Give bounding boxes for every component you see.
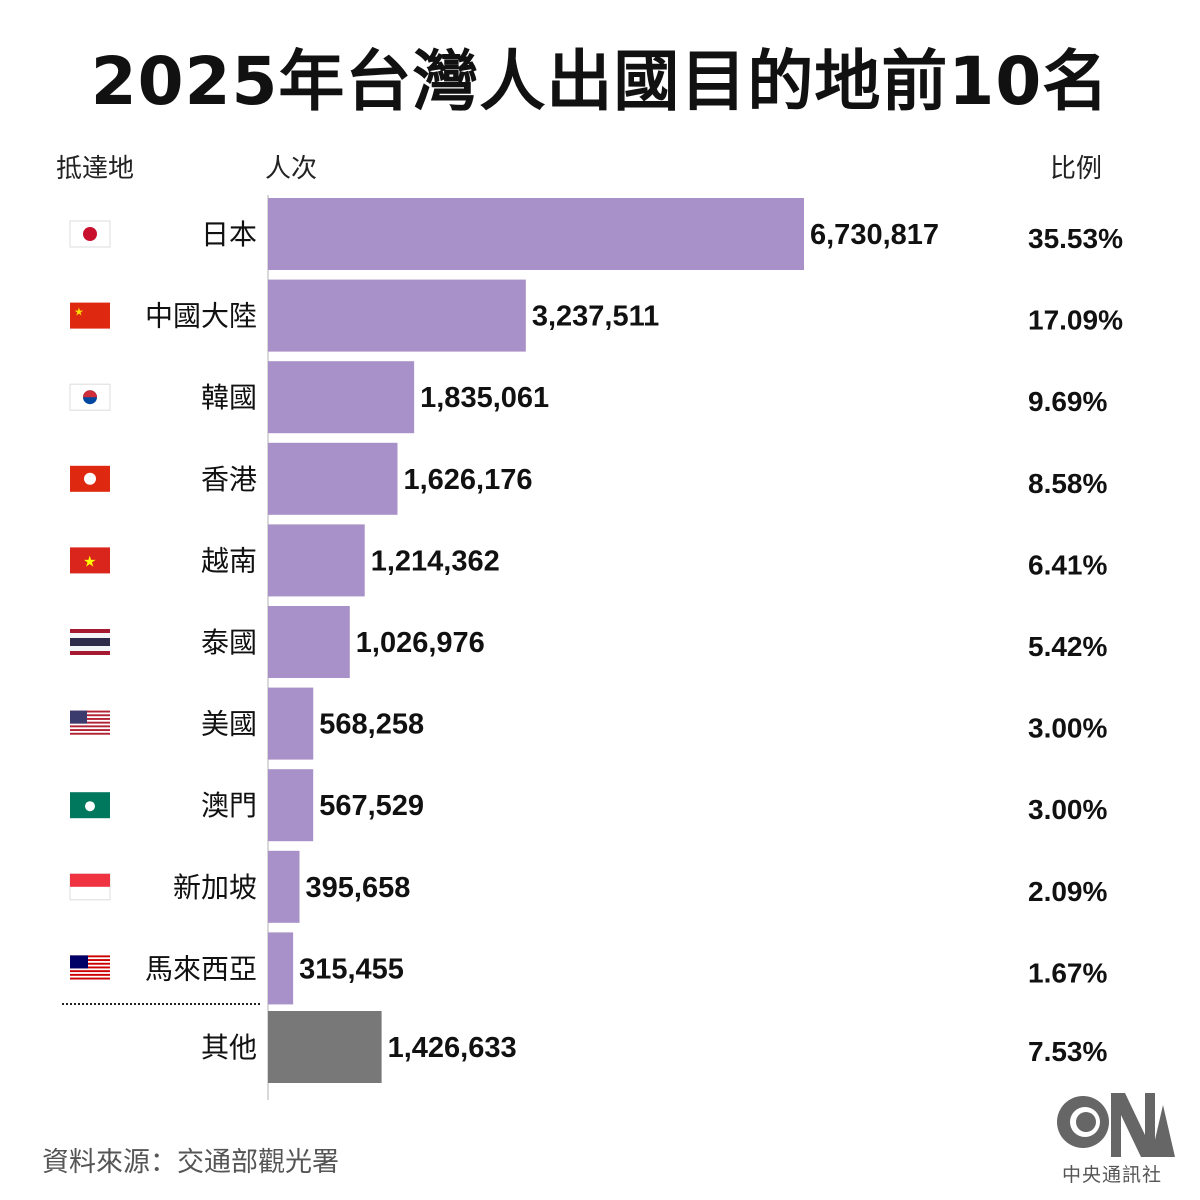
hong-kong-flag-icon: [70, 465, 110, 492]
cna-logo: [1057, 1093, 1175, 1157]
category-label: 其他: [201, 1031, 257, 1064]
value-label: 6,730,817: [810, 219, 939, 251]
chart-title: 2025年台灣人出國目的地前10名: [90, 43, 1110, 120]
source-note: 資料來源：交通部觀光署: [42, 1147, 339, 1178]
category-label: 香港: [201, 463, 257, 496]
share-label: 3.00%: [1028, 794, 1107, 825]
value-label: 568,258: [319, 709, 424, 741]
share-label: 1.67%: [1028, 957, 1107, 988]
category-label: 美國: [201, 708, 257, 741]
value-label: 567,529: [319, 790, 424, 822]
category-label: 泰國: [201, 626, 257, 659]
malaysia-flag-icon: [70, 955, 110, 980]
category-label: 新加坡: [173, 871, 257, 904]
count-header: 人次: [265, 154, 318, 184]
south-korea-flag-icon: [69, 383, 111, 411]
share-label: 8.58%: [1028, 468, 1107, 499]
bar-4: [268, 442, 398, 515]
category-label: 中國大陸: [145, 300, 257, 333]
china-flag-icon: ★: [70, 302, 110, 329]
value-label: 315,455: [299, 953, 404, 985]
share-label: 6.41%: [1028, 549, 1107, 580]
value-label: 395,658: [306, 872, 411, 904]
value-label: 1,426,633: [388, 1032, 517, 1064]
bar-10: [268, 932, 294, 1005]
share-label: 2.09%: [1028, 876, 1107, 907]
logo-text: 中央通訊社: [1062, 1164, 1163, 1186]
bar-1: [268, 198, 804, 270]
bar-9: [268, 850, 300, 923]
value-label: 1,214,362: [371, 545, 500, 577]
value-label: 3,237,511: [532, 301, 659, 333]
category-label: 馬來西亞: [145, 952, 257, 985]
bar-8: [268, 769, 314, 842]
share-label: 9.69%: [1028, 386, 1107, 417]
bar-7: [268, 687, 314, 760]
bar-6: [268, 606, 350, 678]
value-label: 1,026,976: [356, 627, 485, 659]
share-label: 35.53%: [1028, 223, 1123, 254]
svg-text:★: ★: [74, 306, 84, 319]
destination-header: 抵達地: [56, 154, 135, 184]
vietnam-flag-icon: ★: [70, 547, 110, 574]
bar-5: [268, 524, 365, 597]
bar-3: [268, 361, 415, 434]
usa-flag-icon: [70, 710, 110, 735]
thailand-flag-icon: [70, 629, 110, 655]
value-label: 1,835,061: [420, 382, 549, 414]
singapore-flag-icon: [69, 873, 111, 901]
category-label: 韓國: [201, 381, 257, 414]
category-label: 日本: [201, 218, 257, 251]
bar-2: [268, 279, 526, 352]
share-label: 7.53%: [1028, 1036, 1107, 1067]
macau-flag-icon: [70, 792, 110, 819]
category-label: 澳門: [201, 789, 257, 822]
svg-text:★: ★: [83, 552, 96, 570]
share-label: 3.00%: [1028, 713, 1107, 744]
bar-11: [268, 1011, 382, 1083]
japan-flag-icon: [69, 220, 111, 248]
share-label: 5.42%: [1028, 631, 1107, 662]
category-label: 越南: [201, 544, 257, 577]
share-header: 比例: [1050, 154, 1103, 184]
value-label: 1,626,176: [403, 464, 532, 496]
share-label: 17.09%: [1028, 305, 1123, 336]
